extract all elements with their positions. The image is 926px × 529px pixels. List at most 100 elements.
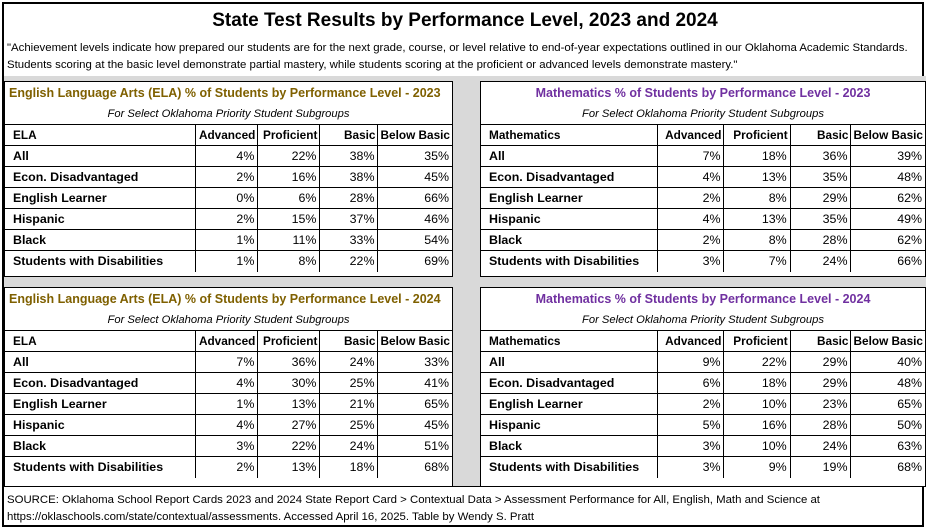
percent-cell: 46% [377,208,452,230]
column-header: Advanced [657,330,725,352]
table-row: Students with Disabilities 2% 13% 18% 68% [5,456,452,478]
table-row: Hispanic 4% 27% 25% 45% [5,414,452,436]
subgroup-label: Hispanic [481,414,659,436]
percent-cell: 24% [319,351,379,373]
table-row: English Learner 0% 6% 28% 66% [5,187,452,209]
percent-cell: 13% [723,166,791,188]
subgroup-label: Students with Disabilities [5,456,196,478]
subgroup-label: Econ. Disadvantaged [5,166,196,188]
percent-cell: 28% [319,187,379,209]
table-row: Hispanic 2% 15% 37% 46% [5,208,452,230]
percent-cell: 16% [257,166,321,188]
table-row: English Learner 1% 13% 21% 65% [5,393,452,415]
percent-cell: 2% [657,229,725,251]
percent-cell: 18% [319,456,379,478]
percent-cell: 29% [789,187,852,209]
subject-header: Mathematics [481,124,659,146]
subgroup-label: English Learner [5,393,196,415]
percent-cell: 2% [194,208,259,230]
percent-cell: 45% [377,166,452,188]
table-row: Econ. Disadvantaged 4% 30% 25% 41% [5,372,452,394]
percent-cell: 8% [257,250,321,272]
table-row: Hispanic 4% 13% 35% 49% [481,208,925,230]
source-divider [4,486,926,487]
percent-cell: 11% [257,229,321,251]
percent-cell: 65% [850,393,925,415]
column-header: Advanced [194,330,259,352]
subgroup-label: Black [5,435,196,457]
percent-cell: 2% [657,393,725,415]
table-header-row: Mathematics Advanced Proficient Basic Below … [481,124,925,146]
results-table: Mathematics Advanced Proficient Basic Below … [481,330,925,478]
percent-cell: 22% [257,435,321,457]
percent-cell: 2% [194,166,259,188]
percent-cell: 7% [657,145,725,167]
percent-cell: 38% [319,166,379,188]
panel-title: English Language Arts (ELA) % of Student… [9,86,441,100]
percent-cell: 22% [319,250,379,272]
percent-cell: 4% [194,372,259,394]
percent-cell: 18% [723,145,791,167]
percent-cell: 13% [723,208,791,230]
results-table: ELA Advanced Proficient Basic Below Basic All… [5,330,452,478]
percent-cell: 36% [789,145,852,167]
percent-cell: 24% [789,435,852,457]
ela-2024-panel: English Language Arts (ELA) % of Student… [4,287,453,487]
percent-cell: 54% [377,229,452,251]
percent-cell: 23% [789,393,852,415]
table-row: Econ. Disadvantaged 4% 13% 35% 48% [481,166,925,188]
percent-cell: 22% [723,351,791,373]
percent-cell: 18% [723,372,791,394]
percent-cell: 24% [319,435,379,457]
percent-cell: 49% [850,208,925,230]
table-header-row: ELA Advanced Proficient Basic Below Basic [5,124,452,146]
table-row: Students with Disabilities 3% 7% 24% 66% [481,250,925,272]
percent-cell: 45% [377,414,452,436]
table-header-row: Mathematics Advanced Proficient Basic Below … [481,330,925,352]
percent-cell: 24% [789,250,852,272]
percent-cell: 21% [319,393,379,415]
percent-cell: 19% [789,456,852,478]
percent-cell: 16% [723,414,791,436]
percent-cell: 68% [377,456,452,478]
subgroup-label: Econ. Disadvantaged [481,372,659,394]
table-row: All 7% 18% 36% 39% [481,145,925,167]
percent-cell: 13% [257,393,321,415]
column-header: Basic [319,124,379,146]
table-row: Black 3% 22% 24% 51% [5,435,452,457]
percent-cell: 33% [377,351,452,373]
column-header: Proficient [723,124,791,146]
column-header: Proficient [257,330,321,352]
percent-cell: 3% [657,435,725,457]
percent-cell: 10% [723,435,791,457]
percent-cell: 9% [723,456,791,478]
column-header: Advanced [657,124,725,146]
percent-cell: 40% [850,351,925,373]
percent-cell: 6% [257,187,321,209]
math-2024-panel: Mathematics % of Students by Performance… [480,287,926,487]
percent-cell: 4% [657,208,725,230]
panel-title: Mathematics % of Students by Performance… [535,86,871,100]
percent-cell: 5% [657,414,725,436]
subgroup-label: Black [5,229,196,251]
percent-cell: 33% [319,229,379,251]
percent-cell: 41% [377,372,452,394]
percent-cell: 7% [723,250,791,272]
panel-subtitle: For Select Oklahoma Priority Student Sub… [582,314,824,326]
subgroup-label: Hispanic [5,414,196,436]
percent-cell: 63% [850,435,925,457]
percent-cell: 27% [257,414,321,436]
table-row: Black 1% 11% 33% 54% [5,229,452,251]
table-row: English Learner 2% 10% 23% 65% [481,393,925,415]
results-table: ELA Advanced Proficient Basic Below Basic All… [5,124,452,272]
percent-cell: 1% [194,229,259,251]
ela-2023-panel: English Language Arts (ELA) % of Student… [4,81,453,277]
percent-cell: 25% [319,414,379,436]
table-row: English Learner 2% 8% 29% 62% [481,187,925,209]
subgroup-label: Black [481,229,659,251]
percent-cell: 35% [789,166,852,188]
percent-cell: 2% [194,456,259,478]
percent-cell: 68% [850,456,925,478]
percent-cell: 48% [850,166,925,188]
